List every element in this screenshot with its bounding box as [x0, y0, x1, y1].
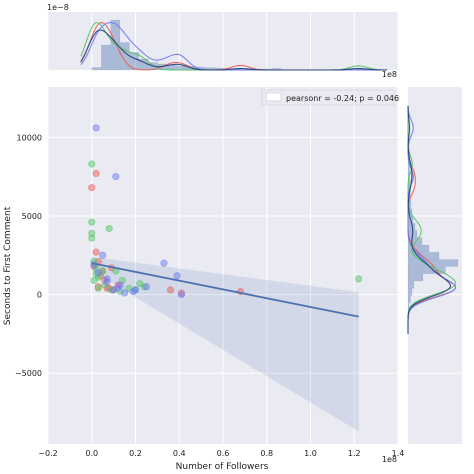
x-tick-label: 0.2: [129, 449, 142, 458]
marginal-y-plot: [407, 87, 462, 444]
x-offset-label: 1e8: [382, 455, 397, 464]
y-tick-label: 10000: [17, 133, 42, 142]
y-axis-label: Seconds to First Comment: [3, 206, 13, 325]
x-axis-label: Number of Followers: [176, 462, 269, 472]
y-tick-label: 0: [37, 291, 42, 300]
x-tick-label: 0.0: [85, 449, 98, 458]
y-tick-label: 5000: [22, 212, 42, 221]
marginal-y-bar: [407, 259, 459, 267]
scatter-point: [132, 286, 140, 294]
scatter-point: [88, 184, 96, 192]
scatter-point: [99, 251, 107, 259]
marginal-x-plot: [47, 12, 399, 71]
main-plot: −0.2 0.0 0.2 0.4 0.6 0.8 1.0 1.2 1.4 −5000 0 5000 10…: [15, 87, 404, 458]
marginal-x-axis-offset-label: 1e8: [382, 70, 397, 79]
marginal-x-bar: [176, 65, 187, 71]
x-tick-label: 0.6: [217, 449, 230, 458]
marginal-y-bar: [407, 273, 424, 282]
scatter-point: [90, 276, 98, 284]
legend-box: [261, 89, 395, 106]
marginal-x-offset-label: 1e−8: [47, 3, 69, 12]
y-tick-label: −5000: [15, 369, 42, 378]
scatter-point: [167, 286, 175, 294]
legend: pearsonr = -0.24; p = 0.046: [261, 89, 399, 106]
scatter-point: [112, 173, 120, 181]
scatter-point: [94, 269, 102, 277]
scatter-point: [173, 272, 181, 280]
marginal-y-background: [408, 87, 462, 444]
marginal-x-bar: [167, 64, 177, 71]
marginal-x-bar: [91, 67, 102, 71]
scatter-point: [92, 124, 100, 132]
marginal-y-bar: [407, 266, 446, 274]
marginal-x-bar: [110, 19, 121, 71]
x-tick-label: 1.2: [348, 449, 361, 458]
scatter-point: [160, 259, 168, 267]
marginal-y-bar: [407, 281, 415, 289]
scatter-point: [355, 275, 363, 283]
regression-line: [91, 262, 359, 318]
marginal-y-bar: [407, 237, 423, 245]
marginal-y-bar: [407, 288, 413, 296]
scatter-point: [92, 248, 100, 256]
legend-text: pearsonr = -0.24; p = 0.046: [286, 94, 399, 103]
confidence-band: [91, 256, 359, 432]
scatter-point: [88, 160, 96, 168]
scatter-point: [94, 284, 102, 292]
x-tick-label: 0.4: [173, 449, 186, 458]
scatter-point: [177, 291, 185, 299]
marginal-x-kde-combined: [80, 29, 388, 71]
scatter-point: [88, 218, 96, 226]
marginal-x-bar: [101, 44, 111, 71]
scatter-point: [88, 234, 96, 242]
x-tick-label: 1.4: [392, 449, 405, 458]
scatter-point: [103, 275, 111, 283]
scatter-point: [121, 289, 129, 297]
x-tick-label: −0.2: [38, 449, 57, 458]
scatter-point: [142, 283, 150, 291]
scatter-point: [116, 281, 124, 289]
scatter-point: [105, 225, 113, 233]
marginal-y-bar: [407, 295, 411, 303]
marginal-x-bar: [129, 52, 139, 71]
marginal-y-bar: [407, 165, 410, 173]
x-tick-label: 0.8: [260, 449, 273, 458]
marginal-y-kde-combined: [407, 105, 452, 334]
x-tick-label: 1.0: [304, 449, 317, 458]
legend-swatch: [265, 92, 282, 102]
scatter-point: [92, 169, 100, 177]
